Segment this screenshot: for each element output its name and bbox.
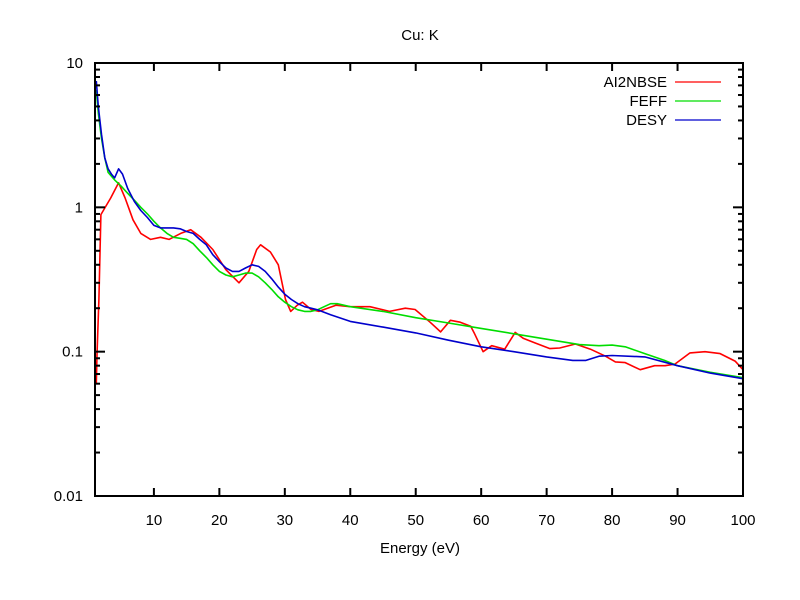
legend: AI2NBSE FEFF DESY	[604, 74, 721, 129]
legend-label: AI2NBSE	[604, 74, 667, 91]
x-tick-label: 40	[342, 512, 359, 529]
series-line-desy	[95, 80, 744, 380]
plot-frame	[94, 62, 744, 497]
legend-label: FEFF	[630, 93, 668, 110]
series-line-feff	[95, 89, 744, 379]
series-line-ai2nbse	[95, 182, 744, 384]
x-tick-label: 60	[473, 512, 490, 529]
plot-series	[95, 80, 744, 384]
y-tick-label: 10	[66, 55, 83, 72]
y-tick-label: 1	[75, 199, 83, 216]
x-tick-label: 70	[538, 512, 555, 529]
x-axis-label: Energy (eV)	[380, 540, 460, 557]
legend-label: DESY	[626, 112, 667, 129]
x-tick-label: 90	[669, 512, 686, 529]
x-tick-label: 100	[730, 512, 755, 529]
axis-ticks: 10 20 30 40 50 60 70 80 90 100 0.01 0.1 1 10	[54, 55, 756, 529]
x-tick-label: 20	[211, 512, 228, 529]
y-tick-label: 0.1	[62, 344, 83, 361]
x-tick-label: 50	[407, 512, 424, 529]
x-tick-label: 10	[146, 512, 163, 529]
x-tick-label: 30	[276, 512, 293, 529]
chart-title: Cu: K	[401, 27, 439, 44]
x-tick-label: 80	[604, 512, 621, 529]
y-tick-label: 0.01	[54, 488, 83, 505]
